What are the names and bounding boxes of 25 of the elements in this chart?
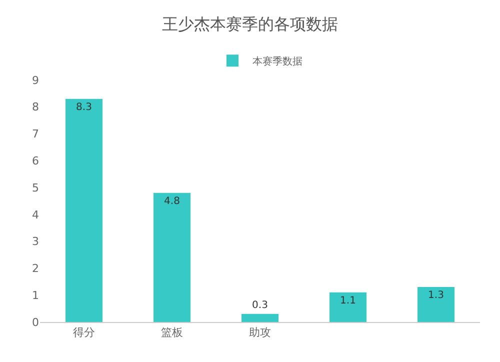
y-tick-label: 9: [32, 74, 39, 87]
data-label: 0.3: [252, 300, 268, 311]
data-label: 4.8: [164, 196, 180, 207]
bar: [154, 192, 190, 322]
y-tick-label: 7: [32, 128, 39, 141]
data-label: 1.1: [340, 295, 356, 306]
y-tick-label: 8: [32, 100, 39, 114]
y-tick-label: 6: [32, 154, 39, 168]
chart-title: 王少杰本赛季的各项数据: [162, 14, 338, 34]
y-tick-label: 5: [32, 181, 39, 194]
legend-label: 本赛季数据: [252, 56, 302, 68]
bar: [242, 314, 278, 322]
y-tick-label: 1: [32, 288, 39, 302]
data-label: 1.3: [428, 290, 444, 302]
y-tick-label: 2: [32, 262, 39, 276]
y-tick-label: 0: [32, 316, 39, 329]
data-label: 8.3: [76, 102, 92, 113]
bar: [418, 287, 454, 322]
x-tick-label: 助攻: [249, 326, 271, 340]
y-tick-label: 3: [32, 235, 39, 248]
bar: [66, 98, 102, 322]
y-tick-label: 4: [32, 208, 39, 222]
x-tick-label: 篮板: [161, 326, 183, 340]
bar: [330, 292, 366, 322]
x-tick-label: 得分: [73, 326, 95, 340]
